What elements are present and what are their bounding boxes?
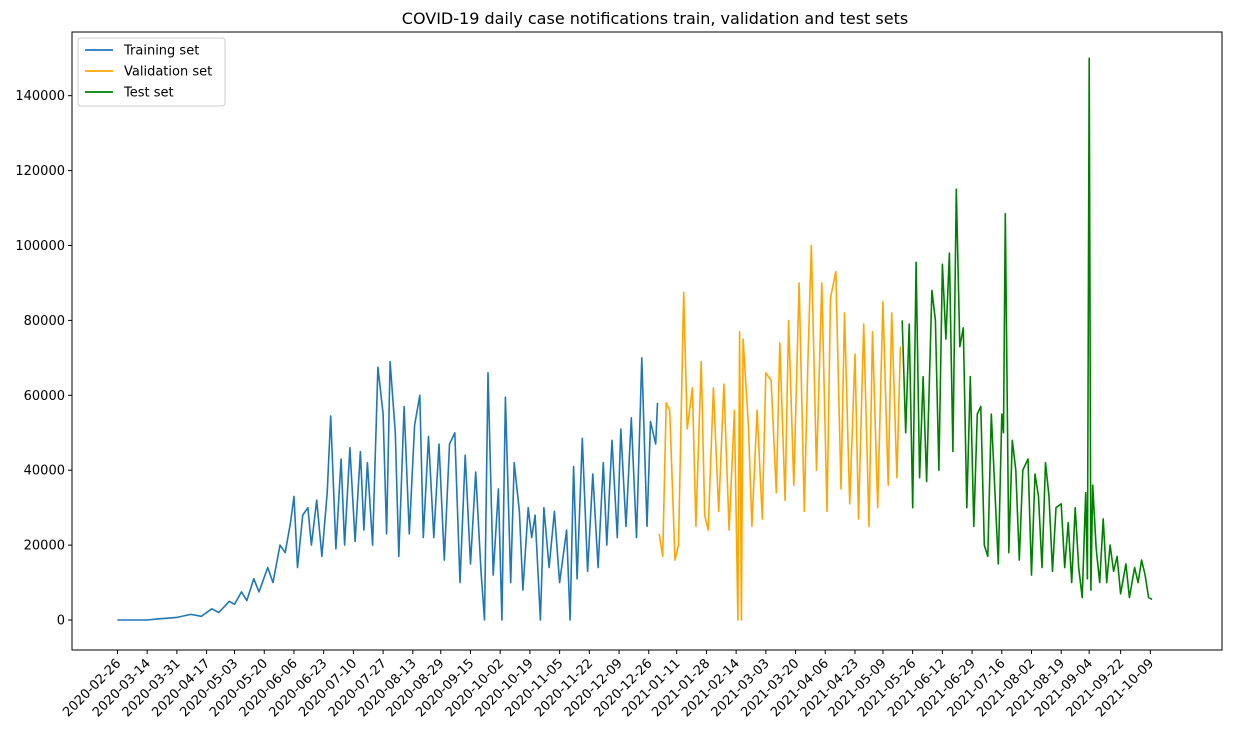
legend-frame — [77, 37, 226, 107]
series-line-training-set — [117, 357, 659, 621]
series-layer — [117, 57, 1153, 621]
y-tick-label: 0 — [57, 614, 65, 629]
plot-area-frame — [71, 31, 1223, 651]
y-tick-label: 100000 — [15, 239, 65, 254]
y-axis: 0 20000 40000 60000 80000 100000 120000 140000 — [15, 89, 72, 629]
y-tick-label: 60000 — [24, 389, 65, 404]
legend-label: Test set — [123, 86, 174, 101]
chart-title: COVID-19 daily case notifications train,… — [402, 9, 908, 28]
series-line-validation-set — [658, 244, 902, 621]
y-tick-label: 120000 — [15, 164, 65, 179]
y-tick-label: 40000 — [24, 464, 65, 479]
y-tick-label: 140000 — [15, 89, 65, 104]
legend-label: Training set — [123, 44, 199, 59]
x-axis: 2020-02-262020-03-142020-03-312020-04-17… — [60, 650, 1157, 720]
y-tick-label: 80000 — [24, 314, 65, 329]
series-line-test-set — [901, 57, 1153, 601]
legend-label: Validation set — [124, 65, 212, 80]
y-tick-label: 20000 — [24, 539, 65, 554]
legend: Training set Validation set Test set — [77, 37, 226, 107]
